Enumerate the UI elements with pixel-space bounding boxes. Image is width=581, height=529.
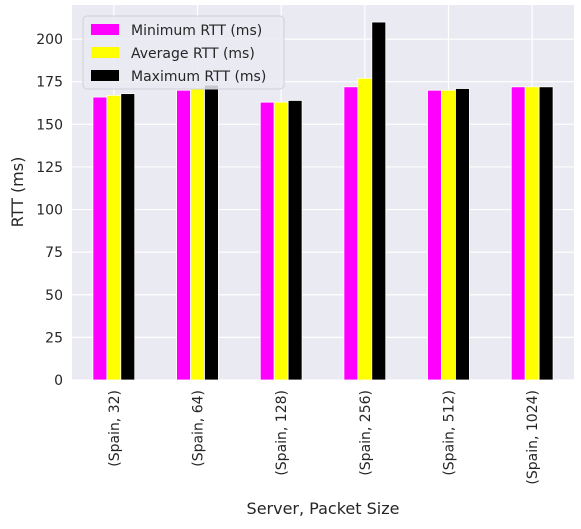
bar-minimum-rtt-ms-2 (259, 101, 275, 381)
x-axis-label: Server, Packet Size (247, 499, 400, 518)
legend-swatch (91, 47, 119, 58)
y-tick-label: 0 (54, 373, 63, 389)
x-tick-label: (Spain, 128) (274, 390, 290, 476)
legend-swatch (91, 70, 119, 81)
legend-label: Minimum RTT (ms) (131, 23, 262, 39)
bars-group (92, 21, 554, 381)
bar-minimum-rtt-ms-4 (427, 89, 442, 381)
bar-maximum-rtt-ms-2 (287, 100, 303, 381)
x-tick-label: (Spain, 256) (358, 390, 374, 476)
bar-minimum-rtt-ms-3 (343, 86, 359, 381)
bar-average-rtt-ms-4 (441, 89, 456, 381)
x-tick-label: (Spain, 32) (107, 390, 123, 467)
y-tick-label: 75 (45, 245, 63, 261)
y-tick-label: 200 (36, 32, 63, 48)
bar-minimum-rtt-ms-0 (92, 96, 108, 381)
bar-maximum-rtt-ms-5 (538, 86, 554, 381)
bar-maximum-rtt-ms-4 (455, 88, 470, 381)
legend-label: Average RTT (ms) (131, 46, 255, 62)
x-tick-label: (Spain, 64) (191, 390, 207, 467)
y-tick-labels: 0 25 50 75 100 125 150 175 200 (36, 32, 63, 389)
legend-label: Maximum RTT (ms) (131, 69, 266, 85)
bar-average-rtt-ms-5 (524, 86, 540, 381)
y-tick-label: 25 (45, 330, 63, 346)
bar-minimum-rtt-ms-5 (510, 86, 526, 381)
legend-box (82, 15, 285, 90)
bar-minimum-rtt-ms-1 (176, 89, 191, 381)
y-tick-label: 100 (36, 203, 63, 219)
bar-average-rtt-ms-3 (357, 77, 373, 381)
x-tick-label: (Spain, 512) (442, 390, 458, 476)
y-tick-label: 125 (36, 160, 63, 176)
bar-average-rtt-ms-0 (106, 94, 122, 381)
y-axis-label: RTT (ms) (8, 157, 27, 228)
bar-average-rtt-ms-1 (190, 88, 205, 381)
legend-swatch (91, 24, 119, 35)
x-tick-label: (Spain, 1024) (525, 390, 541, 485)
bar-average-rtt-ms-2 (273, 101, 289, 381)
legend: Minimum RTT (ms) Average RTT (ms) Maximum … (82, 15, 285, 90)
bar-maximum-rtt-ms-1 (204, 84, 219, 381)
bar-maximum-rtt-ms-0 (120, 93, 136, 381)
y-tick-label: 150 (36, 117, 63, 133)
y-tick-label: 175 (36, 75, 63, 91)
x-tick-labels: (Spain, 32) (Spain, 64) (Spain, 128) (Spain… (107, 390, 541, 485)
bar-maximum-rtt-ms-3 (371, 21, 387, 381)
y-tick-label: 50 (45, 288, 63, 304)
